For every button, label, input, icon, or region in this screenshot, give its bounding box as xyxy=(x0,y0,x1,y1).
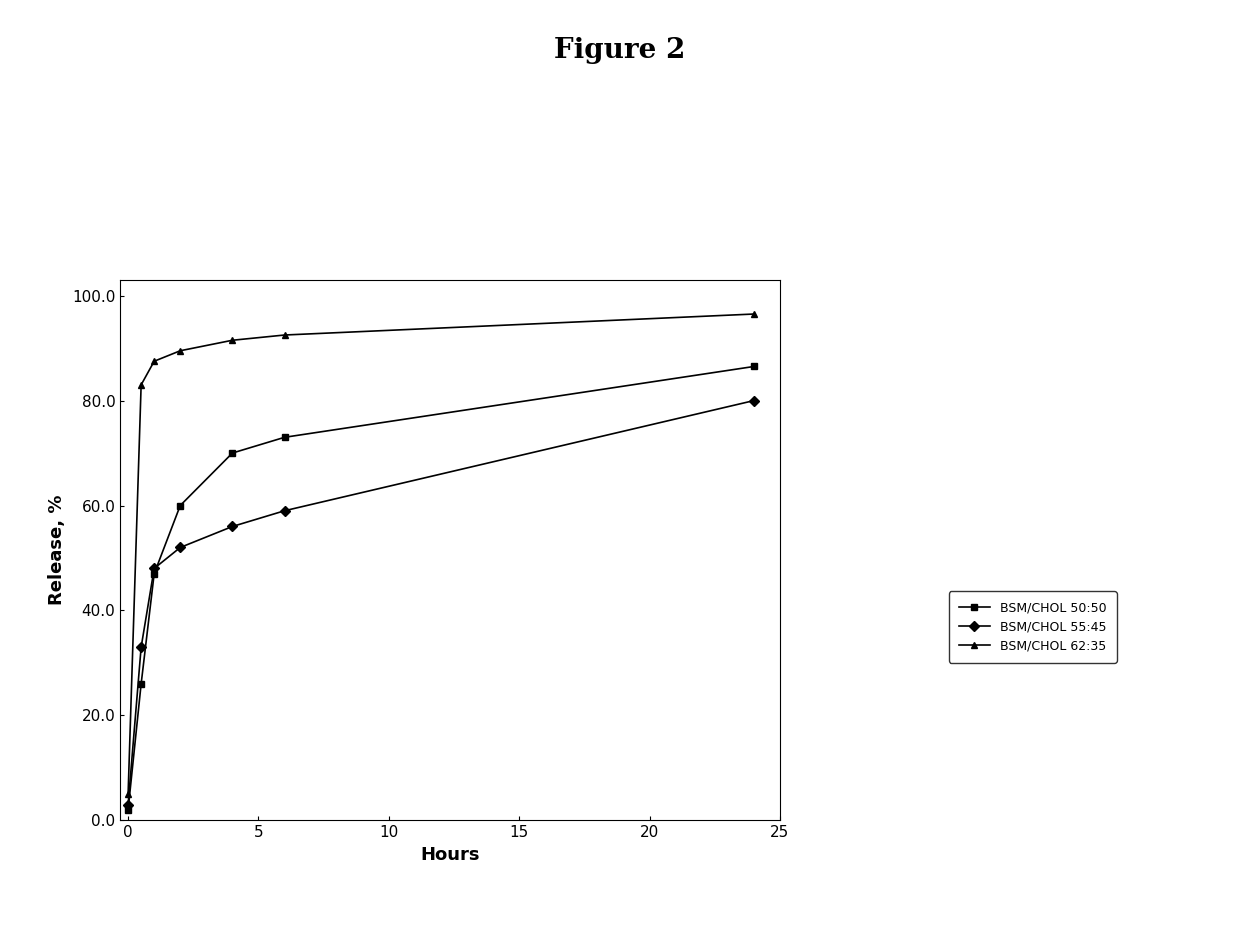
BSM/CHOL 62:35 xyxy=(146,355,161,366)
BSM/CHOL 62:35 xyxy=(172,345,187,356)
BSM/CHOL 50:50 xyxy=(120,804,135,816)
Line: BSM/CHOL 62:35: BSM/CHOL 62:35 xyxy=(125,311,758,798)
BSM/CHOL 55:45 xyxy=(746,395,761,406)
Y-axis label: Release, %: Release, % xyxy=(48,495,67,605)
Line: BSM/CHOL 55:45: BSM/CHOL 55:45 xyxy=(125,397,758,808)
Text: Figure 2: Figure 2 xyxy=(554,37,686,64)
Line: BSM/CHOL 50:50: BSM/CHOL 50:50 xyxy=(125,363,758,813)
BSM/CHOL 50:50 xyxy=(224,447,239,458)
BSM/CHOL 50:50 xyxy=(172,500,187,512)
BSM/CHOL 62:35 xyxy=(277,329,291,340)
BSM/CHOL 50:50 xyxy=(746,361,761,372)
X-axis label: Hours: Hours xyxy=(420,845,480,864)
Legend: BSM/CHOL 50:50, BSM/CHOL 55:45, BSM/CHOL 62:35: BSM/CHOL 50:50, BSM/CHOL 55:45, BSM/CHOL… xyxy=(949,591,1117,663)
BSM/CHOL 62:35 xyxy=(120,789,135,800)
BSM/CHOL 55:45 xyxy=(172,542,187,553)
BSM/CHOL 50:50 xyxy=(134,678,149,689)
BSM/CHOL 55:45 xyxy=(134,642,149,653)
BSM/CHOL 55:45 xyxy=(120,799,135,810)
BSM/CHOL 55:45 xyxy=(277,505,291,516)
BSM/CHOL 50:50 xyxy=(277,432,291,443)
BSM/CHOL 55:45 xyxy=(224,521,239,532)
BSM/CHOL 62:35 xyxy=(746,309,761,320)
BSM/CHOL 55:45 xyxy=(146,563,161,574)
BSM/CHOL 62:35 xyxy=(134,379,149,391)
BSM/CHOL 50:50 xyxy=(146,568,161,579)
BSM/CHOL 62:35 xyxy=(224,335,239,346)
